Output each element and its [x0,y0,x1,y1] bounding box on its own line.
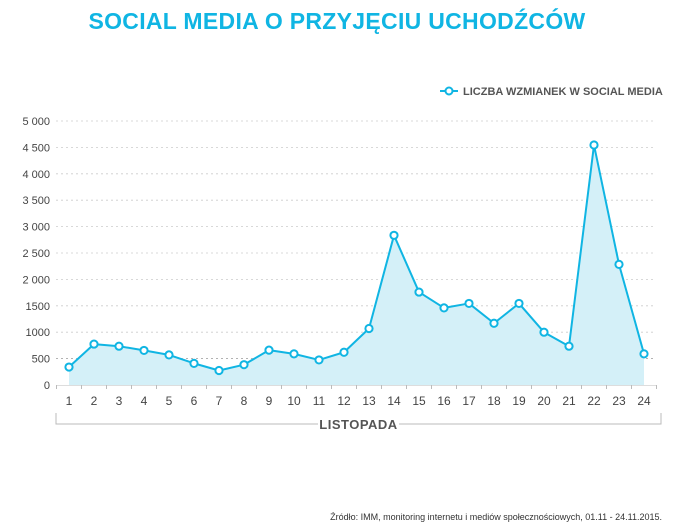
x-tick-label: 10 [287,394,301,408]
y-tick-label: 4 000 [22,169,50,181]
x-tick-label: 14 [387,394,401,408]
data-point [139,345,149,356]
data-point [614,259,624,269]
data-point [239,360,249,370]
x-tick-label: 4 [141,394,148,408]
data-point [164,350,174,360]
bracket-left [55,413,318,425]
x-tick-label: 16 [437,394,451,408]
data-point [639,349,649,359]
x-tick-label: 2 [91,394,98,408]
x-tick-label: 7 [216,394,223,408]
x-tick-label: 20 [537,394,551,408]
chart-title: SOCIAL MEDIA O PRZYJĘCIU UCHODŹCÓW [88,8,586,34]
gridlines [56,120,656,360]
y-tick-label: 3 000 [22,222,50,234]
data-point [589,140,599,150]
x-tick-label: 13 [362,394,376,408]
data-point [439,303,449,313]
legend: LICZBA WZMIANEK W SOCIAL MEDIA [440,86,663,98]
series-line-path [68,144,645,372]
data-point [314,355,324,365]
x-axis-label: LISTOPADA [319,417,398,432]
data-point [564,341,574,351]
y-tick-label: 500 [32,354,50,366]
bracket-right [399,413,662,425]
data-point [339,347,349,357]
data-point [464,298,474,309]
x-tick-label: 3 [116,394,123,408]
data-point [514,298,524,309]
data-point [189,358,199,368]
y-tick-label: 4 500 [22,142,50,154]
x-tick-label: 24 [637,394,651,408]
x-axis-bracket: LISTOPADA [55,413,662,432]
x-tick-label: 6 [191,394,198,408]
y-tick-label: 3 500 [22,195,50,207]
y-tick-label: 1500 [26,301,50,313]
source-note: Źródło: IMM, monitoring internetu i medi… [330,512,662,522]
y-tick-label: 1000 [26,327,50,339]
data-point [364,323,374,334]
y-tick-label: 2 500 [22,248,50,260]
x-tick-label: 17 [462,394,476,408]
x-tick-label: 23 [612,394,626,408]
area-fill [69,145,644,385]
data-point [489,318,499,328]
data-point [89,339,99,349]
x-tick-label: 19 [512,394,526,408]
x-tick-label: 22 [587,394,601,408]
data-point [414,287,424,297]
data-point [114,341,124,351]
data-points [64,140,649,376]
x-tick-label: 11 [313,394,326,408]
legend-label: LICZBA WZMIANEK W SOCIAL MEDIA [463,86,663,98]
x-tick-label: 15 [412,394,426,408]
y-axis-ticks: 0 500 1000 1500 2 000 2 500 3 000 3 500 4 000 4 5… [22,116,50,392]
series-line [68,144,645,372]
x-tick-label: 5 [166,394,173,408]
x-tick-label: 12 [337,394,351,408]
data-point [389,230,399,240]
legend-marker-icon [444,86,454,96]
data-point [214,365,224,376]
x-tick-label: 1 [66,394,73,408]
data-point [64,362,74,372]
area-fill-path [69,145,644,385]
x-axis [56,385,657,389]
x-axis-tick-labels: 1 2 3 4 5 6 7 8 9 10 11 12 13 14 15 16 17 18 19 20 21 22 23 24 [66,394,651,408]
y-tick-label: 5 000 [22,116,50,128]
y-tick-label: 0 [44,380,50,392]
x-tick-label: 18 [487,394,501,408]
x-tick-label: 8 [241,394,248,408]
x-tick-label: 9 [266,394,273,408]
data-point [289,349,299,359]
data-point [264,345,274,355]
data-point [539,327,549,337]
y-tick-label: 2 000 [22,274,50,286]
x-tick-label: 21 [562,394,576,408]
